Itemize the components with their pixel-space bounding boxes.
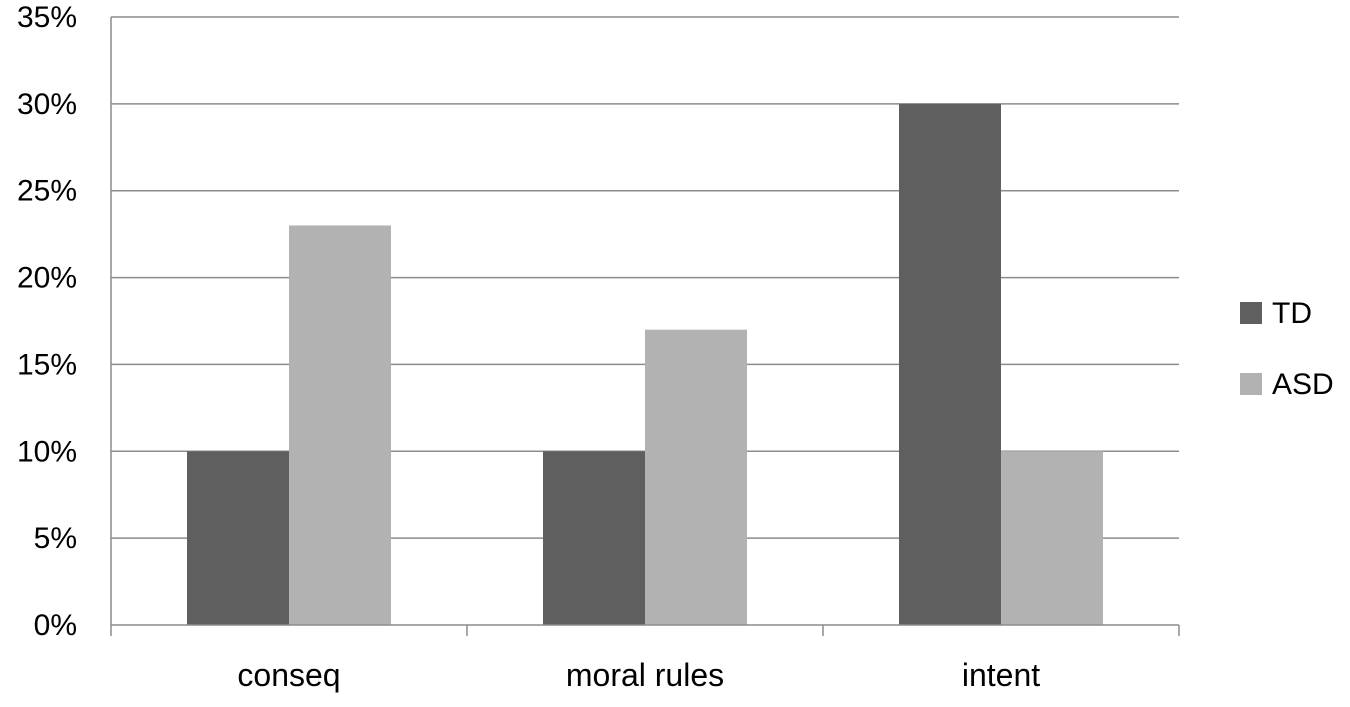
bar-td-intent [899,103,1001,626]
legend-label-asd: ASD [1272,368,1334,401]
legend-swatch-td [1240,302,1262,324]
bars [187,103,1103,626]
x-category-label: conseq [237,657,340,693]
x-category-labels: conseq moral rules intent [237,657,1040,693]
bar-td-conseq [187,451,289,625]
y-tick-label: 30% [17,88,77,121]
legend-label-td: TD [1272,297,1312,330]
bar-td-moral-rules [543,451,645,625]
y-tick-labels: 0% 5% 10% 15% 20% 25% 30% 35% [17,1,77,642]
x-category-label: intent [962,657,1040,693]
legend-swatch-asd [1240,373,1262,395]
y-tick-label: 5% [34,522,77,555]
legend: TD ASD [1240,297,1334,401]
x-category-label: moral rules [566,657,724,693]
y-tick-label: 20% [17,262,77,295]
y-tick-label: 35% [17,1,77,34]
y-tick-label: 15% [17,348,77,381]
bar-asd-intent [1001,451,1103,625]
y-tick-label: 25% [17,175,77,208]
y-tick-label: 10% [17,435,77,468]
y-tick-label: 0% [34,609,77,642]
axes [110,17,1180,636]
bar-asd-moral-rules [645,329,747,625]
bar-asd-conseq [289,225,391,625]
